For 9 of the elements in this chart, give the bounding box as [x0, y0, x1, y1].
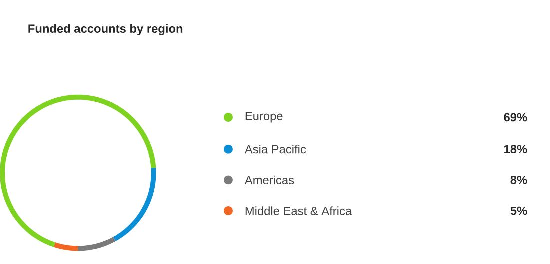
data-label: 5%: [510, 206, 528, 216]
legend-label: Asia Pacific: [244, 145, 306, 154]
legend-label: Middle East & Africa: [246, 206, 352, 216]
legend-label: Europe: [246, 112, 283, 123]
data-label: 69%: [504, 113, 528, 122]
chart-title: Funded accounts by region: [28, 24, 183, 36]
legend-label: Americas: [244, 176, 294, 185]
data-label: 18%: [504, 145, 528, 154]
data-label: 8%: [510, 176, 528, 184]
